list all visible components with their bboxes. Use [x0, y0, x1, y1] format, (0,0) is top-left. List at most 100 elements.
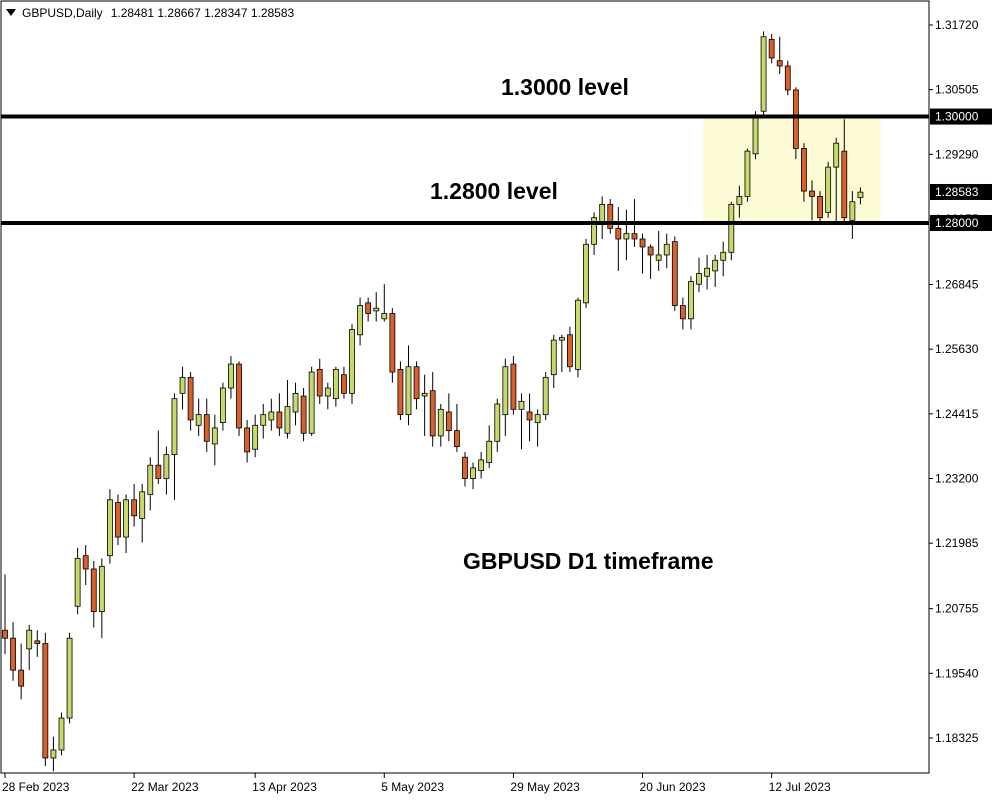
- candle: [179, 366, 186, 410]
- candle-body-bear: [792, 89, 799, 149]
- candle: [50, 736, 57, 772]
- candle-body-bear: [462, 456, 468, 479]
- candle-body-bear: [445, 411, 452, 432]
- candle: [429, 372, 436, 447]
- candle-body-bull: [26, 629, 33, 650]
- candle-body-bear: [187, 376, 194, 421]
- x-tick-label: 29 May 2023: [510, 780, 580, 794]
- x-tick-label: 5 May 2023: [381, 780, 444, 794]
- candle-body-bull: [252, 424, 259, 450]
- candle-body-bull: [534, 414, 541, 424]
- candle: [857, 187, 864, 205]
- candle: [203, 398, 210, 452]
- candle: [801, 143, 807, 202]
- candle-body-bear: [82, 555, 89, 570]
- candle-body-bull: [558, 337, 565, 341]
- candle: [244, 419, 251, 463]
- candle-body-bull: [171, 398, 178, 455]
- candle: [90, 561, 97, 628]
- candle: [510, 356, 517, 415]
- candle-body-bear: [454, 430, 460, 447]
- candle-body-bull: [655, 254, 662, 261]
- candle-body-bull: [437, 408, 444, 437]
- candle: [558, 334, 565, 373]
- candle: [792, 87, 799, 160]
- candle: [389, 308, 396, 383]
- candle-body-bear: [236, 363, 242, 429]
- candle: [357, 297, 363, 346]
- candle: [518, 393, 525, 450]
- candle: [736, 185, 743, 218]
- candle-body-bear: [115, 502, 121, 538]
- candle-body-bull: [284, 406, 291, 434]
- candle-body-bull: [195, 414, 202, 426]
- candle: [849, 191, 856, 239]
- candle: [647, 244, 654, 279]
- candle-body-bull: [50, 749, 57, 759]
- candle: [542, 372, 549, 420]
- candle: [655, 230, 662, 271]
- candle: [211, 414, 218, 466]
- candle-body-bear: [244, 427, 251, 453]
- candle-body-bear: [276, 411, 283, 429]
- candle-body-bull: [332, 368, 339, 400]
- candle: [421, 374, 428, 436]
- candle-body-bear: [526, 411, 533, 421]
- candle: [671, 236, 678, 311]
- current-price-tag-text: 1.28583: [935, 185, 979, 199]
- candle: [2, 574, 8, 655]
- symbol-label: GBPUSD,Daily: [22, 6, 103, 20]
- y-tick-label: 1.21985: [935, 536, 979, 550]
- candle-body-bull: [123, 499, 129, 538]
- y-tick-label: 1.26845: [935, 277, 979, 291]
- candle-body-bear: [784, 65, 791, 91]
- candle: [688, 276, 694, 330]
- candle-body-bear: [615, 227, 622, 240]
- candle: [292, 382, 299, 426]
- candle: [437, 403, 444, 447]
- candle-body-bull: [292, 392, 299, 413]
- candle-body-bear: [841, 150, 848, 219]
- candle-body-bull: [98, 565, 105, 612]
- chart-menu-triangle-icon[interactable]: [6, 9, 16, 16]
- candle-body-bear: [397, 368, 404, 416]
- candle: [583, 238, 589, 309]
- y-tick-label: 1.31720: [935, 18, 979, 32]
- candle: [728, 201, 735, 261]
- candle-body-bull: [486, 440, 493, 463]
- candle-body-bull: [760, 36, 767, 112]
- candle: [26, 624, 33, 671]
- candle-body-bear: [639, 238, 646, 248]
- y-tick-label: 1.20755: [935, 602, 979, 616]
- y-tick-label: 1.23200: [935, 472, 979, 486]
- candle-body-bear: [316, 368, 323, 397]
- candle-body-bear: [768, 38, 775, 59]
- candle: [760, 31, 767, 117]
- candle-body-bear: [90, 568, 97, 612]
- candle-body-bull: [704, 267, 710, 277]
- candle: [123, 494, 129, 554]
- candle: [195, 398, 202, 436]
- candle: [784, 60, 791, 96]
- candle-body-bull: [219, 387, 226, 424]
- candle: [300, 388, 307, 442]
- candle: [639, 233, 646, 274]
- candle-body-bull: [752, 116, 759, 155]
- candle-body-bear: [203, 414, 210, 442]
- candle-body-bull: [228, 363, 234, 389]
- candle: [74, 547, 81, 615]
- x-tick-label: 12 Jul 2023: [769, 780, 831, 794]
- candle-body-bull: [518, 400, 525, 410]
- candle: [58, 712, 65, 756]
- candle: [494, 398, 501, 452]
- candle-body-bull: [696, 273, 702, 285]
- level-tag-1-28000-text: 1.28000: [935, 216, 979, 230]
- candle-body-bull: [421, 392, 428, 397]
- candle: [405, 345, 412, 426]
- candle: [841, 119, 848, 224]
- annotation-1-2800-level: 1.2800 level: [430, 178, 558, 204]
- y-tick-label: 1.19540: [935, 666, 979, 680]
- candle: [268, 398, 275, 431]
- candle-body-bear: [567, 334, 573, 368]
